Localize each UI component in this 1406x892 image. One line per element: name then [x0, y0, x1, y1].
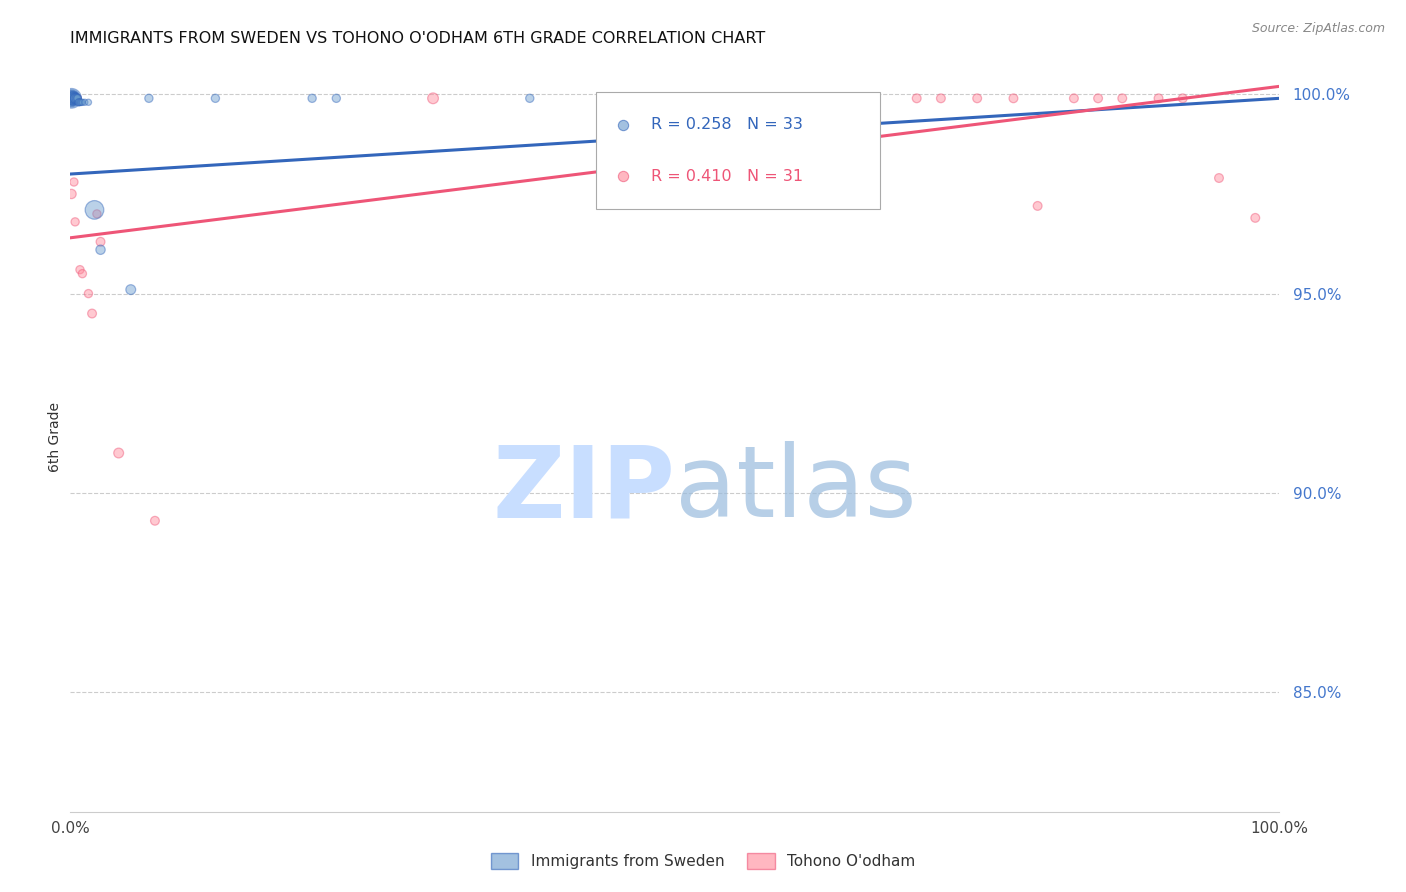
Point [107, 446, 129, 460]
Point [1147, 91, 1170, 105]
Point [612, 691, 634, 706]
Point [90, 243, 111, 257]
Point [62, 91, 84, 105]
Point [519, 91, 541, 105]
FancyBboxPatch shape [596, 93, 880, 209]
Point [1208, 171, 1230, 186]
Point [65, 91, 87, 105]
Point [1111, 91, 1133, 105]
Point [845, 91, 868, 105]
Point [60, 91, 83, 105]
Point [325, 91, 347, 105]
Point [72, 95, 94, 110]
Point [72, 267, 94, 281]
Point [83, 202, 105, 217]
Legend: Immigrants from Sweden, Tohono O'odham: Immigrants from Sweden, Tohono O'odham [485, 847, 921, 875]
Y-axis label: 6th Grade: 6th Grade [48, 402, 62, 472]
Point [77, 286, 100, 301]
Point [120, 283, 142, 297]
Point [63, 91, 86, 105]
Point [63, 91, 86, 105]
Point [69, 262, 91, 277]
Text: R = 0.410   N = 31: R = 0.410 N = 31 [651, 169, 803, 184]
Point [90, 235, 111, 249]
Point [1244, 211, 1267, 225]
Point [62, 91, 84, 105]
Point [612, 419, 634, 434]
Point [63, 175, 86, 189]
Point [60, 91, 83, 105]
Point [1087, 91, 1109, 105]
Point [138, 91, 160, 105]
Point [65, 91, 87, 105]
Point [62, 91, 84, 105]
Point [1002, 91, 1025, 105]
Point [63, 91, 86, 105]
Text: IMMIGRANTS FROM SWEDEN VS TOHONO O'ODHAM 6TH GRADE CORRELATION CHART: IMMIGRANTS FROM SWEDEN VS TOHONO O'ODHAM… [70, 31, 765, 46]
Point [143, 514, 166, 528]
Point [63, 215, 86, 229]
Point [1171, 91, 1194, 105]
Point [63, 91, 86, 105]
Point [66, 91, 89, 105]
Point [62, 91, 84, 105]
Point [422, 91, 444, 105]
Point [63, 91, 86, 105]
Point [67, 95, 90, 110]
Point [301, 91, 323, 105]
Point [80, 306, 103, 320]
Point [785, 91, 807, 105]
Point [67, 95, 90, 110]
Point [724, 91, 747, 105]
Point [66, 91, 89, 105]
Point [204, 91, 226, 105]
Point [73, 95, 96, 110]
Text: ZIP: ZIP [492, 441, 675, 538]
Point [86, 207, 108, 221]
Text: Source: ZipAtlas.com: Source: ZipAtlas.com [1251, 22, 1385, 36]
Point [62, 91, 84, 105]
Point [63, 91, 86, 105]
Point [1063, 91, 1085, 105]
Point [966, 91, 988, 105]
Point [65, 91, 87, 105]
Point [66, 91, 89, 105]
Point [1026, 199, 1049, 213]
Point [63, 91, 86, 105]
Point [664, 91, 686, 105]
Point [70, 95, 93, 110]
Point [929, 91, 952, 105]
Text: R = 0.258   N = 33: R = 0.258 N = 33 [651, 118, 803, 132]
Point [60, 186, 83, 201]
Text: atlas: atlas [675, 441, 917, 538]
Point [60, 91, 83, 105]
Point [77, 95, 100, 110]
Point [69, 95, 91, 110]
Point [905, 91, 928, 105]
